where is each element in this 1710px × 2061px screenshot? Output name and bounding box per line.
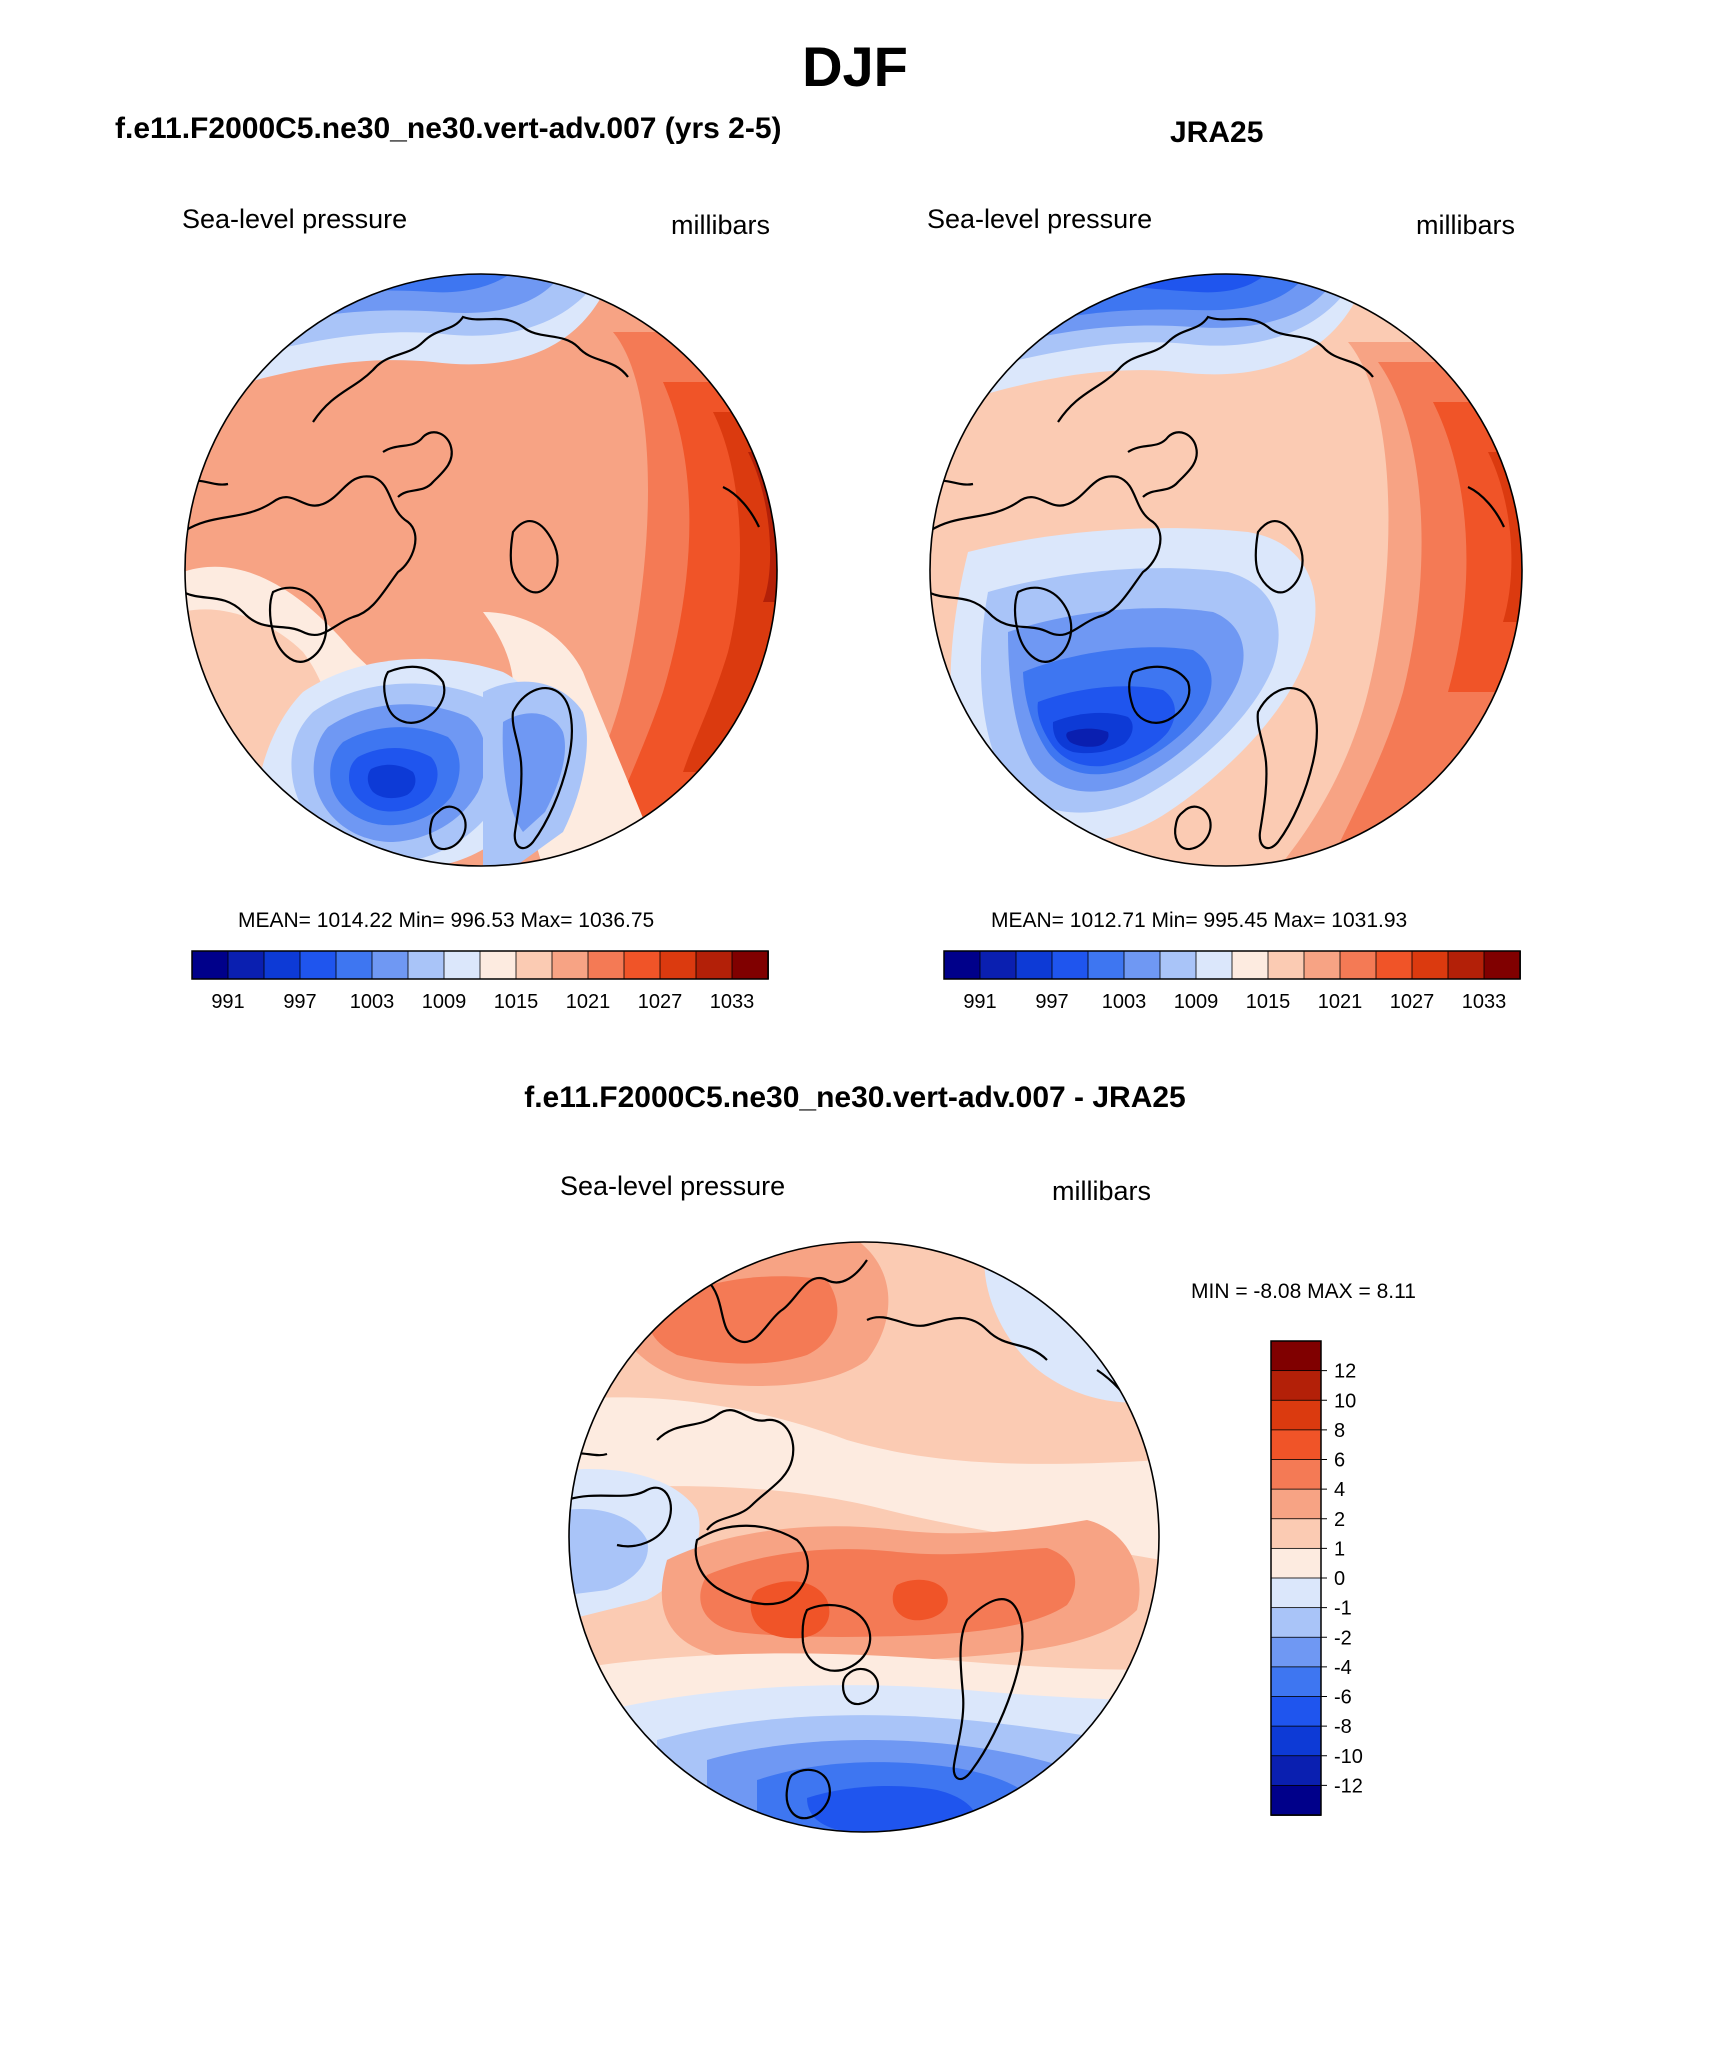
obs-colorbar-swatch: [943, 950, 981, 980]
model-colorbar-swatch: [299, 950, 337, 980]
diff-colorbar-swatch: [1270, 1370, 1322, 1402]
diff-colorbar-swatch: [1270, 1547, 1322, 1579]
diff-variable-label: Sea-level pressure: [560, 1171, 786, 1201]
obs-colorbar-swatch: [1195, 950, 1233, 980]
diff-colorbar-tick-label: 12: [1334, 1361, 1356, 1383]
model-colorbar-tick-label: 1009: [422, 991, 467, 1013]
model-colorbar-tick-label: 1021: [566, 991, 611, 1013]
obs-colorbar-tick-label: 1021: [1318, 991, 1363, 1013]
diff-colorbar-tick-label: 1: [1334, 1538, 1345, 1560]
diff-colorbar-tick-label: -6: [1334, 1687, 1352, 1709]
model-colorbar-tick-label: 1003: [350, 991, 395, 1013]
diff-colorbar-tick-label: 4: [1334, 1479, 1345, 1501]
diff-colorbar-swatch: [1270, 1577, 1322, 1609]
obs-colorbar-swatch: [979, 950, 1017, 980]
diff-colorbar-swatch: [1270, 1725, 1322, 1757]
obs-colorbar-swatch: [1231, 950, 1269, 980]
obs-colorbar-swatch: [1303, 950, 1341, 980]
obs-units-label: millibars: [1416, 210, 1516, 240]
obs-colorbar: 991 997 1003 1009 1015 1021 1027 1033: [943, 950, 1521, 1013]
model-polar-map: [184, 273, 778, 867]
diff-colorbar-tick-label: -12: [1334, 1775, 1363, 1797]
model-colorbar-swatch: [587, 950, 625, 980]
model-colorbar-swatch: [731, 950, 769, 980]
diff-colorbar-tick-label: -10: [1334, 1746, 1363, 1768]
diff-colorbar-swatch: [1270, 1666, 1322, 1698]
obs-colorbar-swatch: [1123, 950, 1161, 980]
obs-colorbar-tick-label: 1033: [1462, 991, 1507, 1013]
model-colorbar-tick-label: 997: [283, 991, 316, 1013]
obs-colorbar-swatch: [1159, 950, 1197, 980]
diff-colorbar-tick-label: 8: [1334, 1420, 1345, 1442]
diff-colorbar-swatch: [1270, 1518, 1322, 1550]
model-stats: MEAN= 1014.22 Min= 996.53 Max= 1036.75: [238, 909, 655, 932]
obs-colorbar-tick-label: 1003: [1102, 991, 1147, 1013]
obs-polar-map: [929, 273, 1523, 867]
diff-colorbar-swatch: [1270, 1696, 1322, 1728]
model-colorbar-swatch: [479, 950, 517, 980]
figure-title: DJF: [802, 35, 908, 98]
model-colorbar-swatch: [515, 950, 553, 980]
diff-colorbar-swatch: [1270, 1429, 1322, 1461]
obs-colorbar-swatch: [1087, 950, 1125, 980]
diff-colorbar-swatch: [1270, 1607, 1322, 1639]
model-colorbar-tick-label: 1015: [494, 991, 539, 1013]
model-units-label: millibars: [671, 210, 771, 240]
obs-colorbar-tick-label: 1027: [1390, 991, 1435, 1013]
model-colorbar-swatch: [695, 950, 733, 980]
model-colorbar-swatch: [263, 950, 301, 980]
model-panel-title: f.e11.F2000C5.ne30_ne30.vert-adv.007 (yr…: [115, 112, 782, 145]
diff-colorbar-tick-label: -2: [1334, 1627, 1352, 1649]
obs-colorbar-tick-label: 991: [963, 991, 996, 1013]
diff-polar-map: [568, 1241, 1160, 1833]
model-colorbar-swatch: [335, 950, 373, 980]
diff-colorbar-swatch: [1270, 1488, 1322, 1520]
model-colorbar-swatch: [227, 950, 265, 980]
obs-colorbar-swatch: [1375, 950, 1413, 980]
obs-colorbar-swatch: [1051, 950, 1089, 980]
model-colorbar-swatch: [371, 950, 409, 980]
model-colorbar-tick-label: 1033: [710, 991, 755, 1013]
model-colorbar-swatch: [623, 950, 661, 980]
obs-colorbar-tick-label: 1009: [1174, 991, 1219, 1013]
diff-colorbar-tick-label: 2: [1334, 1509, 1345, 1531]
model-colorbar-swatch: [551, 950, 589, 980]
diff-colorbar-swatch: [1270, 1459, 1322, 1491]
model-colorbar-swatch: [191, 950, 229, 980]
obs-colorbar-swatch: [1411, 950, 1449, 980]
diff-colorbar-swatch: [1270, 1340, 1322, 1372]
obs-colorbar-tick-label: 997: [1035, 991, 1068, 1013]
model-colorbar: 991 997 1003 1009 1015 1021 1027 1033: [191, 950, 769, 1013]
obs-colorbar-swatch: [1447, 950, 1485, 980]
obs-colorbar-swatch: [1267, 950, 1305, 980]
diff-colorbar-swatch: [1270, 1755, 1322, 1787]
diff-colorbar-tick-label: 6: [1334, 1450, 1345, 1472]
obs-stats: MEAN= 1012.71 Min= 995.45 Max= 1031.93: [991, 909, 1408, 932]
model-colorbar-swatch: [443, 950, 481, 980]
diff-colorbar-tick-label: -1: [1334, 1598, 1352, 1620]
obs-variable-label: Sea-level pressure: [927, 204, 1153, 234]
obs-colorbar-tick-label: 1015: [1246, 991, 1291, 1013]
model-colorbar-swatch: [659, 950, 697, 980]
model-colorbar-swatch: [407, 950, 445, 980]
diff-colorbar-swatch: [1270, 1784, 1322, 1816]
model-variable-label: Sea-level pressure: [182, 204, 408, 234]
diff-colorbar-swatch: [1270, 1636, 1322, 1668]
diff-colorbar-tick-label: 0: [1334, 1568, 1345, 1590]
diff-colorbar-swatch: [1270, 1399, 1322, 1431]
obs-colorbar-swatch: [1015, 950, 1053, 980]
diff-stats: MIN = -8.08 MAX = 8.11: [1191, 1280, 1416, 1303]
diff-colorbar-tick-label: -4: [1334, 1657, 1352, 1679]
model-colorbar-tick-label: 991: [211, 991, 244, 1013]
obs-colorbar-swatch: [1483, 950, 1521, 980]
obs-panel-title: JRA25: [1170, 116, 1264, 149]
diff-colorbar-tick-label: 10: [1334, 1390, 1356, 1412]
diff-panel-title: f.e11.F2000C5.ne30_ne30.vert-adv.007 - J…: [524, 1081, 1186, 1114]
model-colorbar-tick-label: 1027: [638, 991, 683, 1013]
diff-colorbar-tick-label: -8: [1334, 1716, 1352, 1738]
obs-colorbar-swatch: [1339, 950, 1377, 980]
diff-units-label: millibars: [1052, 1176, 1152, 1206]
